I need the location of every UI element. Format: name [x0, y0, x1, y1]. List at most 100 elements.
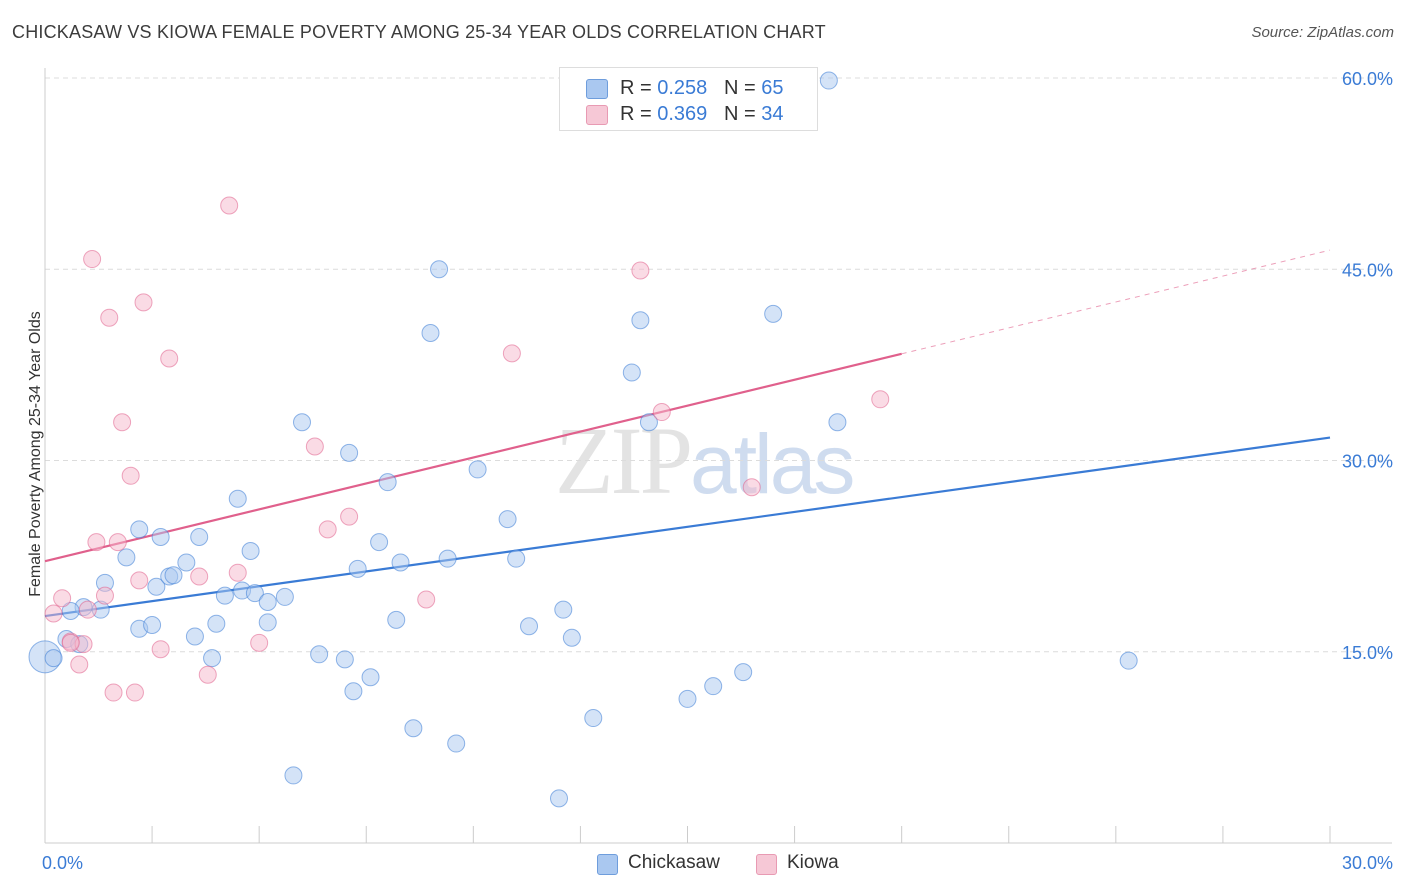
data-point-chickasaw	[819, 71, 838, 90]
data-point-kiowa	[742, 478, 761, 497]
bottom-legend: Chickasaw Kiowa	[0, 852, 1406, 878]
data-point-chickasaw	[245, 584, 264, 603]
y-tick-label: 15.0%	[1342, 643, 1393, 663]
data-point-kiowa	[198, 665, 217, 684]
legend-r-value: 0.369	[657, 103, 708, 125]
trend-line-kiowa	[44, 352, 902, 563]
data-point-kiowa	[134, 293, 153, 312]
data-point-chickasaw	[258, 593, 277, 612]
legend-n-value: 34	[761, 103, 784, 125]
y-tick-label: 30.0%	[1342, 452, 1393, 472]
data-point-chickasaw	[447, 734, 466, 753]
data-point-chickasaw	[151, 528, 170, 546]
data-point-chickasaw	[562, 628, 581, 647]
data-points	[28, 71, 1138, 808]
data-point-chickasaw	[554, 600, 573, 619]
data-point-chickasaw	[391, 553, 410, 572]
legend-r-label: R =	[620, 77, 658, 99]
data-point-chickasaw	[370, 533, 389, 552]
x-tick-label: 0.0%	[42, 853, 83, 873]
data-point-kiowa	[100, 308, 119, 327]
data-point-chickasaw	[207, 614, 226, 633]
data-point-kiowa	[151, 640, 170, 659]
data-point-kiowa	[652, 403, 671, 422]
data-point-chickasaw	[507, 549, 526, 568]
data-point-kiowa	[305, 437, 324, 456]
grid	[45, 77, 1392, 653]
data-point-chickasaw	[430, 260, 449, 279]
data-point-chickasaw	[258, 613, 277, 632]
data-point-kiowa	[417, 590, 436, 609]
data-point-chickasaw	[241, 542, 260, 561]
legend-swatch-kiowa	[586, 105, 608, 125]
data-point-chickasaw	[117, 548, 136, 567]
data-point-chickasaw	[284, 766, 303, 785]
data-point-chickasaw	[228, 489, 247, 508]
chart-title: CHICKASAW VS KIOWA FEMALE POVERTY AMONG …	[12, 22, 826, 42]
legend-n-label: N =	[723, 77, 762, 99]
data-point-chickasaw	[147, 577, 166, 596]
data-point-kiowa	[78, 600, 97, 619]
data-point-chickasaw	[335, 650, 354, 669]
data-point-chickasaw	[361, 668, 380, 687]
data-point-chickasaw	[203, 649, 222, 668]
data-point-chickasaw	[130, 520, 149, 539]
legend-n-value: 65	[761, 77, 784, 99]
data-point-chickasaw	[293, 413, 311, 432]
data-point-kiowa	[113, 413, 132, 432]
data-point-kiowa	[61, 633, 80, 652]
data-point-chickasaw	[340, 443, 359, 462]
legend-r-value: 0.258	[657, 77, 708, 99]
data-point-kiowa	[87, 533, 106, 552]
data-point-kiowa	[502, 344, 521, 363]
data-point-kiowa	[220, 196, 239, 215]
data-point-chickasaw	[520, 617, 539, 636]
source-label: Source: ZipAtlas.com	[1251, 24, 1394, 41]
axes	[44, 68, 1392, 844]
trend-lines	[44, 249, 1331, 618]
data-point-chickasaw	[275, 587, 294, 606]
data-point-chickasaw	[215, 586, 234, 605]
data-point-chickasaw	[584, 709, 603, 728]
legend-swatch-chickasaw	[586, 79, 608, 99]
data-point-chickasaw	[622, 363, 641, 382]
tick-labels: 15.0% 30.0% 45.0% 60.0% 0.0% 30.0%	[42, 69, 1393, 873]
data-point-kiowa	[250, 633, 269, 652]
data-point-kiowa	[130, 571, 149, 590]
data-point-chickasaw	[164, 566, 183, 585]
bottom-legend-label: Chickasaw	[628, 852, 720, 873]
data-point-chickasaw	[190, 528, 209, 546]
data-point-kiowa	[190, 567, 209, 586]
data-point-chickasaw	[44, 649, 63, 668]
y-tick-label: 45.0%	[1342, 260, 1393, 280]
data-point-kiowa	[125, 683, 144, 702]
data-point-chickasaw	[310, 645, 329, 664]
legend: R = 0.258 N = 65 R = 0.369 N = 34	[559, 67, 818, 131]
data-point-kiowa	[70, 655, 89, 674]
data-point-kiowa	[83, 250, 102, 269]
data-point-kiowa	[871, 390, 890, 409]
bottom-legend-swatch-chickasaw	[597, 854, 618, 875]
data-point-kiowa	[121, 466, 140, 485]
data-point-chickasaw	[764, 304, 783, 323]
data-point-chickasaw	[639, 413, 658, 432]
data-point-kiowa	[228, 563, 247, 582]
data-point-chickasaw	[421, 324, 440, 342]
data-point-kiowa	[318, 520, 337, 539]
data-point-chickasaw	[344, 682, 363, 701]
data-point-chickasaw	[704, 677, 723, 696]
legend-n-label: N =	[723, 103, 762, 125]
data-point-kiowa	[44, 604, 63, 623]
data-point-chickasaw	[348, 559, 367, 578]
data-point-chickasaw	[468, 460, 487, 479]
data-point-chickasaw	[498, 510, 517, 529]
data-point-chickasaw	[734, 663, 753, 682]
data-point-kiowa	[53, 589, 72, 608]
data-point-chickasaw	[387, 610, 406, 629]
data-point-kiowa	[104, 683, 123, 702]
data-point-chickasaw	[828, 413, 847, 432]
data-point-chickasaw	[678, 689, 697, 708]
watermark-atlas: atlas	[690, 417, 855, 511]
bottom-legend-swatch-kiowa	[756, 854, 777, 875]
